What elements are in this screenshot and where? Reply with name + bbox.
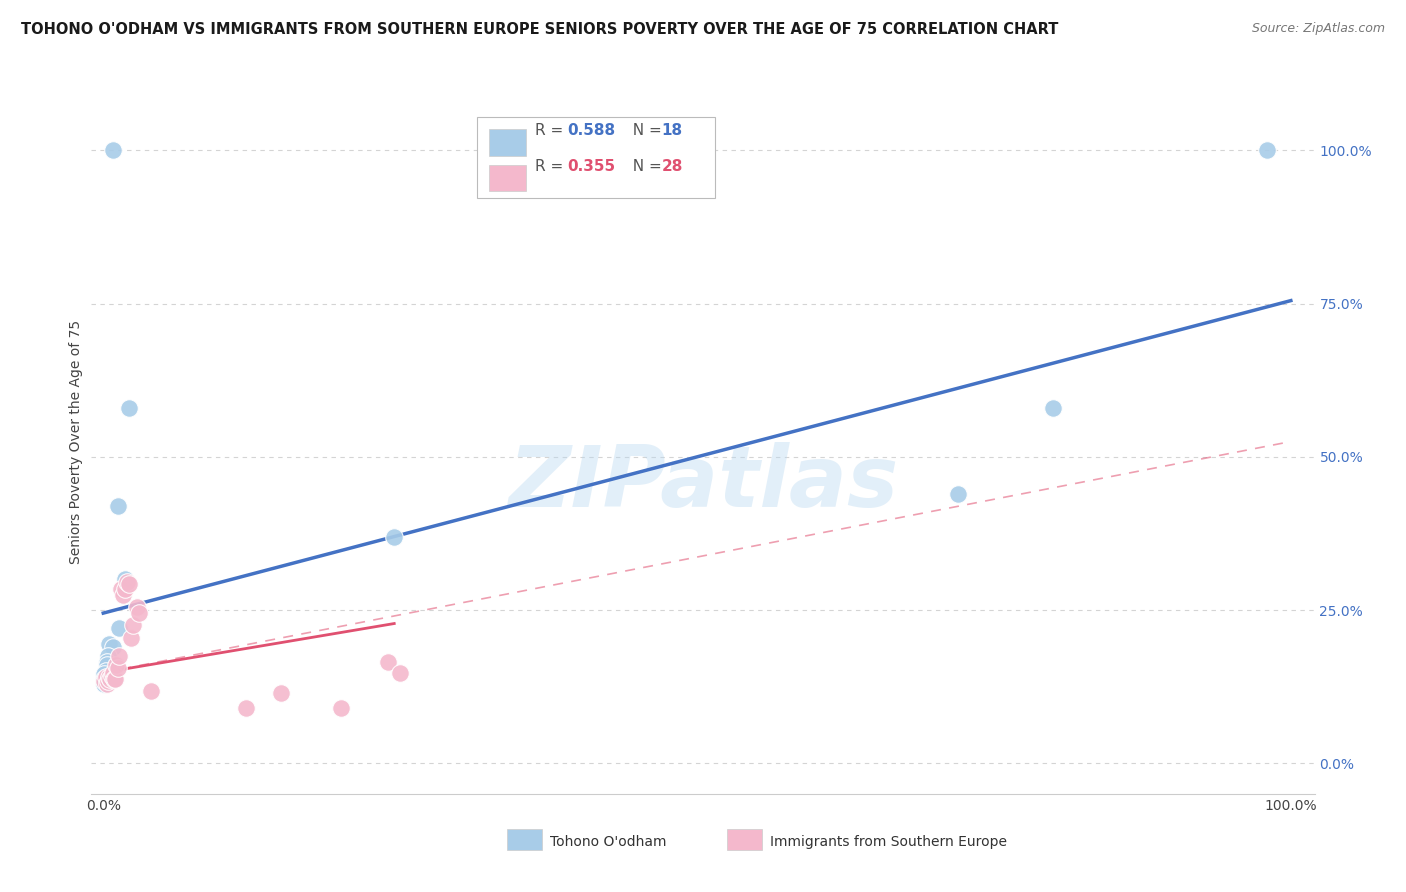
Point (235, 701, 257, 715)
Point (98, 670, 121, 684)
Point (377, 655, 399, 669)
Point (93, 667, 115, 681)
Point (101, 144, 124, 158)
FancyBboxPatch shape (489, 129, 526, 156)
Point (1256, 144, 1278, 158)
Point (100, 669, 122, 683)
Point (105, 658, 128, 673)
Point (94, 665, 117, 679)
Text: Immigrants from Southern Europe: Immigrants from Southern Europe (770, 835, 1007, 849)
Point (93, 673, 115, 688)
Point (94, 670, 117, 684)
Point (107, 499, 129, 513)
Point (97, 648, 120, 663)
FancyBboxPatch shape (477, 118, 716, 198)
Point (1042, 401, 1064, 415)
Point (110, 582, 132, 596)
Point (97, 673, 120, 688)
Point (103, 672, 125, 686)
Point (93, 676, 115, 690)
Point (96, 676, 118, 690)
Point (120, 631, 142, 645)
Text: ZIPatlas: ZIPatlas (508, 442, 898, 525)
Point (104, 673, 127, 687)
Point (101, 665, 124, 680)
Point (128, 606, 150, 620)
Point (329, 701, 352, 715)
FancyBboxPatch shape (727, 830, 762, 850)
Text: Source: ZipAtlas.com: Source: ZipAtlas.com (1251, 22, 1385, 36)
Text: 0.588: 0.588 (567, 123, 616, 138)
FancyBboxPatch shape (489, 165, 526, 192)
Text: N =: N = (623, 159, 666, 174)
Text: Tohono O'odham: Tohono O'odham (550, 835, 666, 849)
Point (118, 401, 141, 415)
Point (270, 686, 292, 700)
Point (112, 588, 135, 602)
Point (122, 618, 145, 632)
Point (125, 599, 148, 614)
Y-axis label: Seniors Poverty Over the Age of 75: Seniors Poverty Over the Age of 75 (69, 319, 83, 564)
Point (101, 640, 124, 654)
Text: TOHONO O'ODHAM VS IMMIGRANTS FROM SOUTHERN EUROPE SENIORS POVERTY OVER THE AGE O: TOHONO O'ODHAM VS IMMIGRANTS FROM SOUTHE… (21, 22, 1059, 37)
FancyBboxPatch shape (508, 830, 541, 850)
Text: 18: 18 (661, 123, 682, 138)
Text: N =: N = (623, 123, 666, 138)
Point (139, 684, 162, 698)
Point (114, 573, 136, 587)
Point (118, 577, 141, 591)
Text: R =: R = (536, 159, 568, 174)
Point (93, 672, 115, 686)
Point (389, 665, 412, 680)
Text: R =: R = (536, 123, 568, 138)
Point (948, 486, 970, 500)
Point (98, 637, 121, 651)
Point (107, 648, 129, 663)
Text: 28: 28 (661, 159, 683, 174)
Point (115, 575, 138, 590)
Point (107, 661, 129, 675)
Point (107, 622, 129, 636)
Point (100, 672, 122, 686)
Point (96, 655, 118, 669)
Point (96, 658, 118, 673)
Text: 0.355: 0.355 (567, 159, 616, 174)
Point (114, 582, 136, 596)
Point (382, 529, 405, 543)
